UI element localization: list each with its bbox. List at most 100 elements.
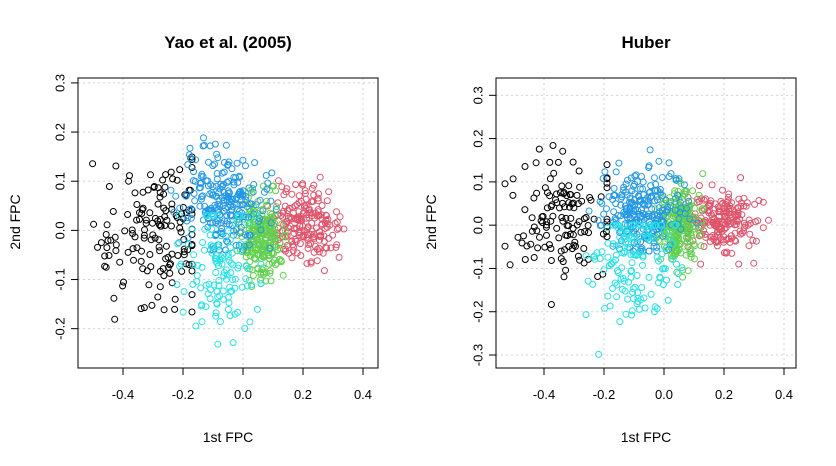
data-point — [673, 260, 680, 268]
data-point — [601, 168, 609, 176]
data-point — [200, 134, 207, 142]
data-point — [190, 190, 198, 197]
data-point — [205, 158, 212, 166]
data-point — [545, 241, 553, 249]
data-point — [264, 179, 272, 187]
data-point — [268, 249, 276, 257]
data-point — [639, 261, 646, 269]
data-point — [732, 212, 740, 220]
data-point — [626, 195, 634, 202]
data-point — [315, 190, 323, 198]
y-tick-label: 0.2 — [53, 123, 68, 141]
data-point — [308, 212, 316, 220]
chart-title-huber: Huber — [621, 33, 671, 52]
data-point — [213, 150, 221, 158]
data-point — [201, 202, 209, 210]
data-point — [229, 203, 237, 211]
data-point — [236, 229, 244, 237]
x-ticks-yao: -0.4 -0.2 0.0 0.2 0.4 — [112, 368, 372, 402]
data-point — [740, 219, 748, 227]
data-point — [213, 299, 221, 307]
data-point — [697, 231, 705, 239]
data-point — [562, 266, 570, 274]
data-point — [659, 192, 667, 200]
y-tick-label: 0.3 — [53, 74, 68, 92]
data-point — [333, 225, 341, 233]
x-tick-label: 0.2 — [715, 387, 733, 402]
data-point — [228, 249, 236, 257]
data-point — [553, 190, 560, 198]
data-point — [201, 225, 209, 233]
data-point — [138, 206, 146, 214]
data-point — [750, 259, 758, 267]
data-point — [295, 192, 303, 200]
data-point — [569, 224, 577, 232]
data-point — [246, 241, 253, 249]
data-point — [220, 168, 228, 176]
data-point — [629, 288, 636, 296]
data-point — [156, 283, 164, 291]
data-point — [224, 249, 232, 257]
data-point — [609, 284, 616, 292]
data-point — [110, 294, 118, 302]
data-point — [628, 311, 635, 319]
data-point — [684, 223, 692, 231]
data-point — [677, 179, 685, 187]
data-point — [585, 229, 592, 237]
data-point — [130, 256, 137, 264]
data-point — [139, 188, 147, 196]
data-point — [266, 267, 274, 275]
data-point — [332, 243, 340, 251]
data-point — [630, 182, 637, 190]
data-point — [112, 247, 120, 255]
data-point — [740, 194, 748, 202]
data-point — [209, 219, 217, 227]
data-point — [575, 167, 583, 175]
data-point — [653, 243, 661, 251]
data-point — [283, 242, 291, 249]
data-point — [602, 228, 610, 236]
data-point — [212, 309, 220, 317]
x-tick-label: -0.4 — [112, 387, 134, 402]
data-point — [145, 281, 153, 289]
data-point — [198, 301, 206, 309]
data-point — [335, 253, 343, 261]
data-point — [618, 264, 626, 272]
data-point — [658, 250, 666, 258]
data-point — [251, 159, 259, 167]
data-point — [509, 191, 517, 199]
data-point — [257, 226, 265, 234]
data-point — [176, 166, 184, 174]
data-point — [650, 174, 658, 182]
data-point — [585, 207, 593, 215]
data-point — [239, 246, 247, 254]
data-point — [663, 276, 670, 284]
data-point — [267, 234, 275, 242]
data-point — [299, 210, 307, 217]
data-point — [702, 195, 710, 203]
data-point — [220, 201, 227, 209]
data-point — [541, 184, 549, 192]
data-point — [557, 255, 565, 263]
panel-huber: Huber 1st FPC 2nd FPC -0.4 -0.2 0.0 0.2 0.4 … — [423, 33, 797, 445]
data-point — [301, 187, 309, 195]
data-point — [308, 184, 316, 192]
data-point — [143, 267, 151, 275]
data-point — [303, 231, 311, 239]
data-point — [683, 227, 691, 235]
data-point — [147, 236, 155, 244]
data-point — [683, 238, 691, 246]
data-point — [687, 232, 695, 240]
data-point — [156, 193, 164, 201]
data-point — [175, 212, 183, 220]
data-point — [180, 236, 188, 243]
data-point — [89, 160, 97, 168]
data-point — [706, 221, 714, 229]
data-point — [176, 224, 184, 232]
data-point — [614, 269, 622, 277]
data-point — [646, 146, 654, 154]
data-point — [605, 193, 613, 201]
data-point — [179, 204, 187, 211]
data-point — [223, 178, 231, 186]
data-point — [180, 288, 188, 295]
